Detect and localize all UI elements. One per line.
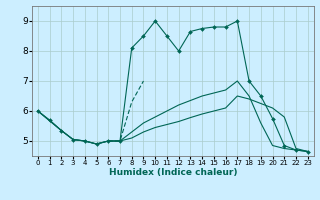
X-axis label: Humidex (Indice chaleur): Humidex (Indice chaleur) — [108, 168, 237, 177]
